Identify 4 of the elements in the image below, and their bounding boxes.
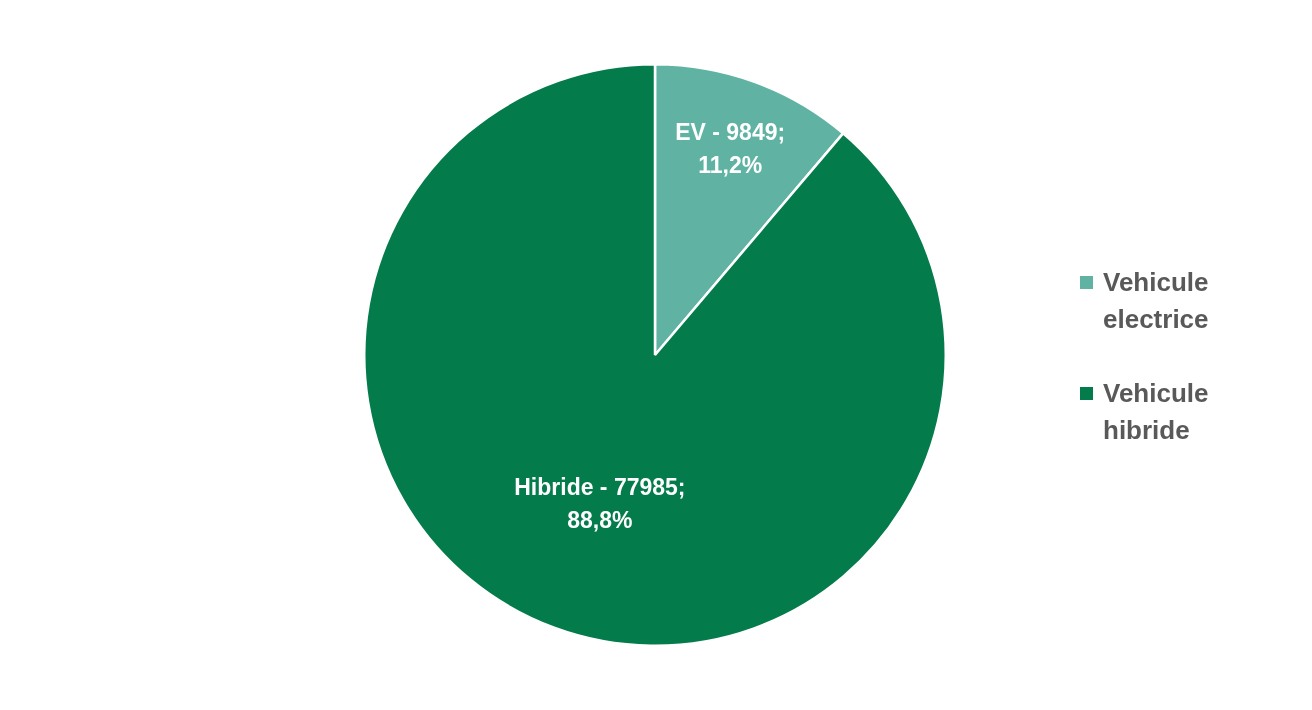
legend-label: Vehicule electrice [1103, 266, 1210, 336]
data-label: Hibride - 77985; 88,8% [514, 473, 686, 533]
legend-label: Vehicule hibride [1103, 377, 1210, 447]
data-label: EV - 9849; 11,2% [675, 119, 786, 179]
